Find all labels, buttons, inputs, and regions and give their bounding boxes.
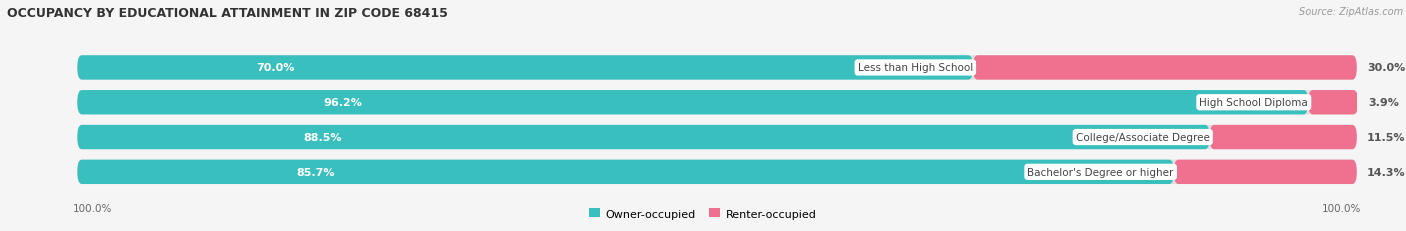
FancyBboxPatch shape <box>77 91 1308 115</box>
Text: 100.0%: 100.0% <box>73 203 112 213</box>
FancyBboxPatch shape <box>77 160 1174 184</box>
Text: Source: ZipAtlas.com: Source: ZipAtlas.com <box>1299 7 1403 17</box>
Legend: Owner-occupied, Renter-occupied: Owner-occupied, Renter-occupied <box>585 204 821 223</box>
Text: 100.0%: 100.0% <box>1322 203 1361 213</box>
Text: 70.0%: 70.0% <box>256 63 295 73</box>
Text: 96.2%: 96.2% <box>323 98 363 108</box>
FancyBboxPatch shape <box>1209 125 1357 150</box>
Text: OCCUPANCY BY EDUCATIONAL ATTAINMENT IN ZIP CODE 68415: OCCUPANCY BY EDUCATIONAL ATTAINMENT IN Z… <box>7 7 449 20</box>
Text: 3.9%: 3.9% <box>1368 98 1399 108</box>
FancyBboxPatch shape <box>77 125 1357 150</box>
Text: College/Associate Degree: College/Associate Degree <box>1076 132 1209 143</box>
Text: 85.7%: 85.7% <box>297 167 335 177</box>
FancyBboxPatch shape <box>77 160 1357 184</box>
Text: High School Diploma: High School Diploma <box>1199 98 1308 108</box>
FancyBboxPatch shape <box>973 56 1357 80</box>
FancyBboxPatch shape <box>77 56 1357 80</box>
FancyBboxPatch shape <box>77 125 1209 150</box>
Text: 30.0%: 30.0% <box>1367 63 1405 73</box>
FancyBboxPatch shape <box>1174 160 1357 184</box>
Text: Bachelor's Degree or higher: Bachelor's Degree or higher <box>1028 167 1174 177</box>
Text: 14.3%: 14.3% <box>1367 167 1406 177</box>
Text: 88.5%: 88.5% <box>304 132 342 143</box>
FancyBboxPatch shape <box>77 91 1357 115</box>
Text: Less than High School: Less than High School <box>858 63 973 73</box>
FancyBboxPatch shape <box>1308 91 1358 115</box>
FancyBboxPatch shape <box>77 56 973 80</box>
Text: 11.5%: 11.5% <box>1367 132 1406 143</box>
